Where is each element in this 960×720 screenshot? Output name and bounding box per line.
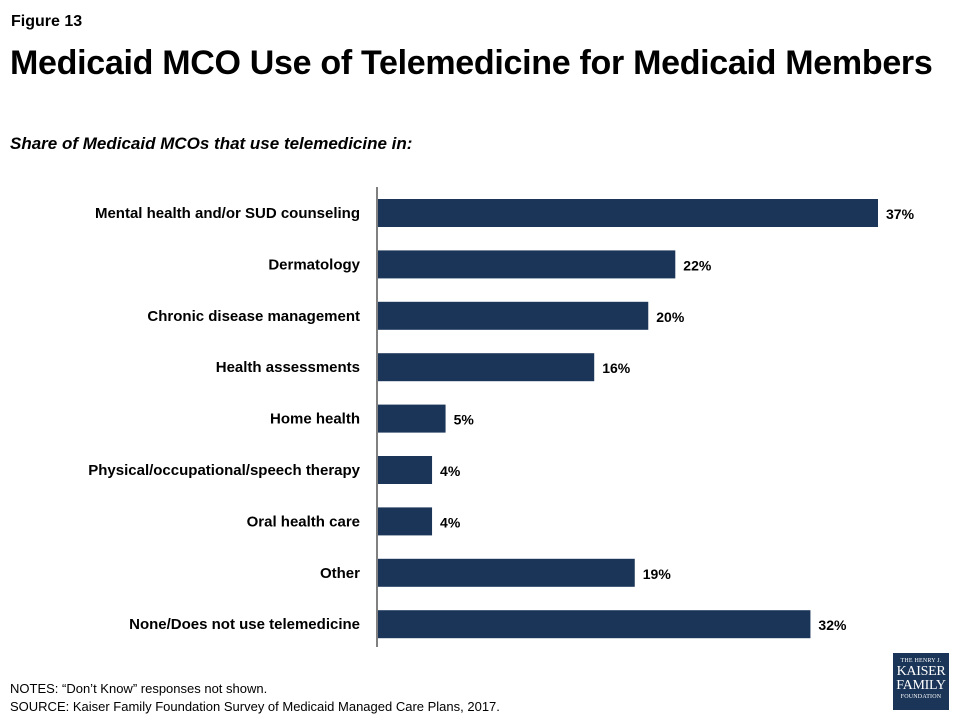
- bar: [378, 199, 878, 227]
- notes-text: NOTES: “Don’t Know” responses not shown.: [10, 681, 268, 696]
- data-label: 4%: [440, 463, 461, 479]
- category-label: None/Does not use telemedicine: [129, 616, 360, 633]
- data-label: 5%: [454, 412, 475, 428]
- data-label: 16%: [602, 360, 631, 376]
- data-label: 20%: [656, 309, 685, 325]
- source-text: SOURCE: Kaiser Family Foundation Survey …: [10, 699, 500, 714]
- data-label: 4%: [440, 514, 461, 530]
- bar: [378, 301, 649, 330]
- logo-line: THE HENRY J.: [900, 658, 942, 664]
- bar: [378, 558, 635, 587]
- category-label: Dermatology: [268, 256, 360, 273]
- logo-line: FAMILY: [896, 678, 946, 693]
- data-label: 22%: [683, 257, 712, 273]
- data-label: 37%: [886, 206, 915, 222]
- category-label: Mental health and/or SUD counseling: [95, 205, 360, 222]
- bar: [378, 456, 433, 484]
- category-label: Physical/occupational/speech therapy: [88, 462, 360, 479]
- category-label: Chronic disease management: [147, 308, 360, 325]
- logo-line: KAISER: [896, 664, 946, 679]
- kff-logo: THE HENRY J. KAISER FAMILY FOUNDATION: [893, 653, 949, 710]
- bar: [378, 250, 676, 279]
- figure-label: Figure 13: [11, 13, 83, 30]
- category-label: Home health: [270, 411, 360, 428]
- category-label: Oral health care: [247, 513, 360, 530]
- data-label: 19%: [643, 566, 672, 582]
- chart-marks: Mental health and/or SUD counseling 37% De…: [88, 199, 915, 639]
- category-label: Health assessments: [216, 359, 360, 376]
- logo-line: FOUNDATION: [900, 694, 942, 700]
- bar: [378, 404, 446, 433]
- bar: [378, 507, 433, 536]
- chart-title: Medicaid MCO Use of Telemedicine for Med…: [10, 44, 933, 82]
- bar: [378, 610, 811, 639]
- bar-chart: Mental health and/or SUD counseling 37% De…: [88, 187, 915, 647]
- bar: [378, 353, 595, 382]
- category-label: Other: [320, 565, 360, 582]
- data-label: 32%: [818, 617, 847, 633]
- notes-block: NOTES: “Don’t Know” responses not shown.…: [10, 680, 500, 716]
- chart-subtitle: Share of Medicaid MCOs that use telemedi…: [10, 134, 413, 153]
